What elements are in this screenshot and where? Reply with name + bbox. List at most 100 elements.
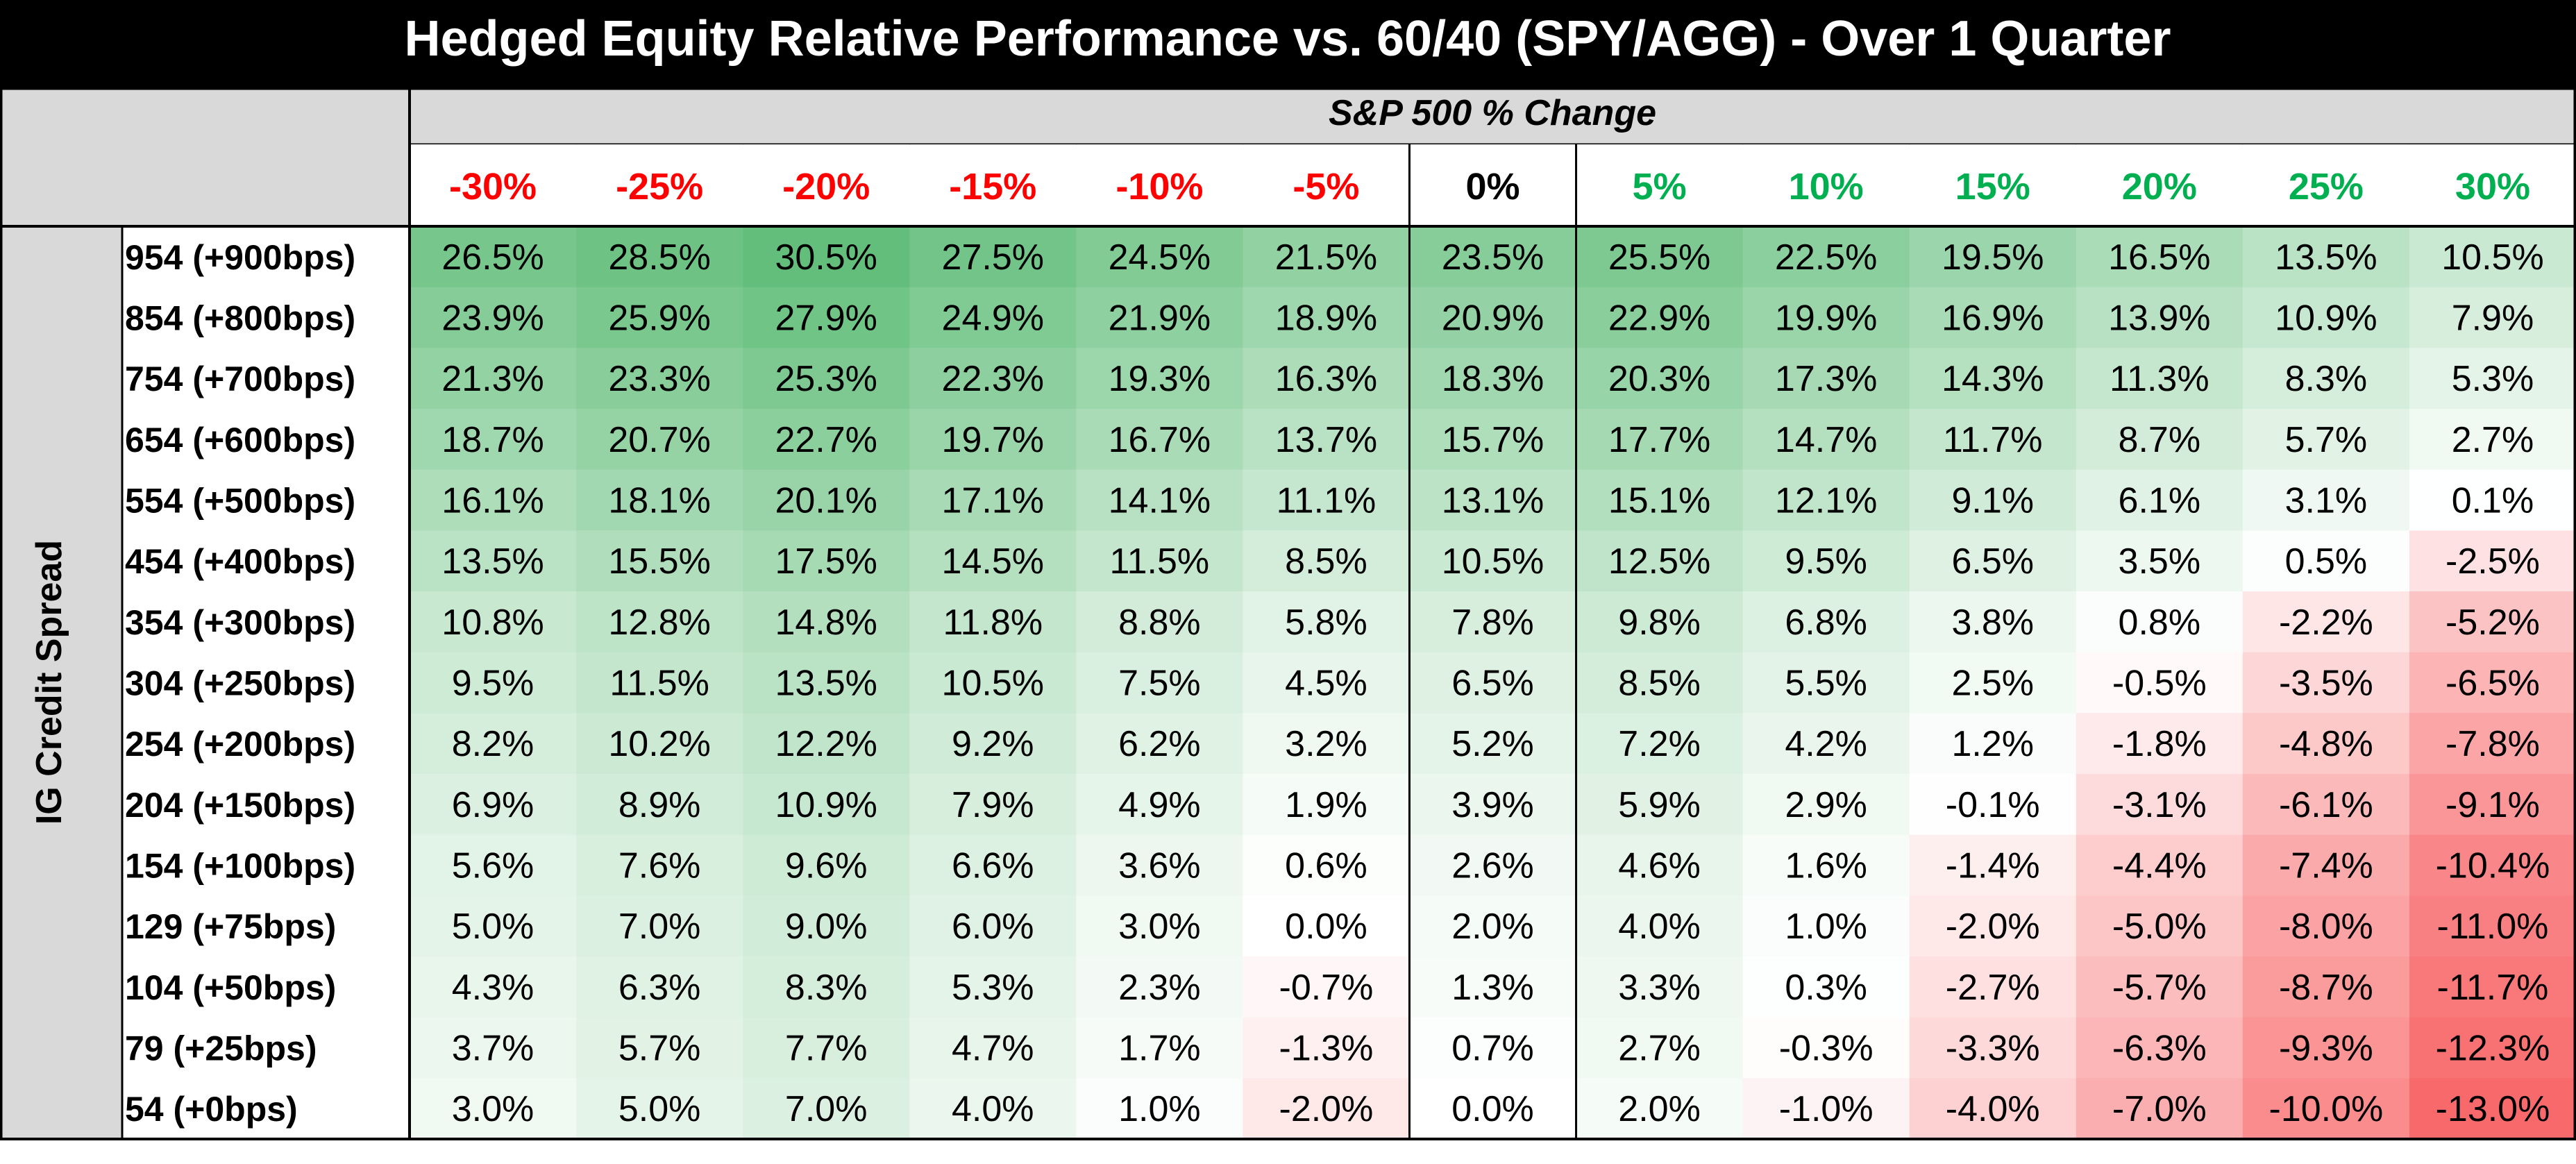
row-header-label: 454 (+400bps) [125, 542, 355, 581]
y-axis-title: IG Credit Spread [29, 540, 69, 825]
row-header-cell [122, 652, 410, 714]
column-header-label: 25% [2289, 166, 2364, 208]
cell-value-label: 1.3% [1451, 968, 1534, 1008]
row-header-cell [122, 713, 410, 774]
cell-value-label: 6.1% [2119, 481, 2201, 521]
cell-value-label: -2.0% [1946, 906, 2040, 947]
heatmap-cell [576, 287, 743, 348]
heatmap-cell [576, 774, 743, 836]
row-header-label: 754 (+700bps) [125, 360, 355, 398]
cell-value-label: 1.9% [1285, 785, 1367, 825]
row-header-cell [122, 1017, 410, 1079]
row-header-label: 204 (+150bps) [125, 786, 355, 825]
heatmap-cell [2409, 530, 2576, 592]
cell-value-label: 16.1% [441, 481, 544, 521]
cell-value-label: 11.8% [943, 602, 1043, 643]
cell-value-label: 16.3% [1275, 359, 1377, 399]
column-header-label: 20% [2122, 166, 2197, 208]
heatmap-cell [2242, 530, 2410, 592]
cell-value-label: 4.0% [952, 1089, 1034, 1129]
column-header-cell [2409, 144, 2576, 226]
cell-value-label: 3.1% [2285, 481, 2368, 521]
heatmap-cell [1909, 591, 2077, 653]
cell-value-label: -9.1% [2445, 785, 2540, 825]
heatmap-cell [1409, 1078, 1577, 1140]
heatmap-cell [743, 226, 910, 288]
cell-value-label: 5.0% [618, 1089, 701, 1129]
heatmap-cell [576, 591, 743, 653]
column-header-cell [743, 144, 910, 226]
cell-value-label: -1.4% [1946, 846, 2040, 886]
heatmap-cell [1742, 1078, 1910, 1140]
heatmap-cell [1576, 774, 1744, 836]
column-header-cell [410, 144, 577, 226]
heatmap-cell [410, 1078, 577, 1140]
heatmap-cell [1909, 713, 2077, 775]
cell-value-label: 10.9% [775, 785, 877, 825]
heatmap-cell [2409, 409, 2576, 471]
cell-value-label: 16.9% [1942, 298, 2044, 339]
cell-value-label: 15.5% [608, 541, 710, 582]
cell-value-label: -10.0% [2269, 1089, 2384, 1129]
cell-value-label: 24.9% [942, 298, 1044, 339]
heatmap-cell [1243, 287, 1411, 348]
heatmap-cell [1243, 1078, 1411, 1140]
cell-value-label: 9.0% [785, 906, 868, 947]
cell-value-label: -11.7% [2437, 968, 2549, 1008]
heatmap-cell [1742, 469, 1910, 531]
heatmap-cell [743, 652, 910, 714]
heatmap-cell [1576, 1078, 1744, 1140]
cell-value-label: 25.5% [1608, 237, 1710, 278]
heatmap-cell [1409, 530, 1577, 592]
heatmap-cell [1576, 409, 1744, 471]
heatmap-cell [410, 1017, 577, 1079]
heatmap-cell [576, 895, 743, 957]
heatmap-cell [1909, 956, 2077, 1018]
heatmap-cell [2076, 956, 2244, 1018]
cell-value-label: 2.3% [1118, 968, 1201, 1008]
cell-value-label: 25.3% [775, 359, 877, 399]
cell-value-label: 21.5% [1275, 237, 1377, 278]
heatmap-cell [410, 591, 577, 653]
heatmap-cell [1409, 287, 1577, 348]
outer-border [0, 0, 2576, 1140]
heatmap-cell [909, 956, 1077, 1018]
cell-value-label: 5.0% [452, 906, 534, 947]
cell-value-label: 25.9% [608, 298, 710, 339]
heatmap-cell [1909, 1078, 2077, 1140]
cell-value-label: -0.1% [1946, 785, 2040, 825]
heatmap-cell [1243, 1017, 1411, 1079]
heatmap-cell [410, 713, 577, 775]
row-header-cell [122, 530, 410, 591]
cell-value-label: -1.0% [1779, 1089, 1874, 1129]
heatmap-cell [2242, 834, 2410, 896]
heatmap-cell [410, 226, 577, 288]
heatmap-cell [1576, 1017, 1744, 1079]
heatmap-cell [1243, 956, 1411, 1018]
cell-value-label: 5.8% [1285, 602, 1367, 643]
heatmap-cell [1742, 713, 1910, 775]
cell-value-label: 20.9% [1442, 298, 1544, 339]
row-header-label: 654 (+600bps) [125, 421, 355, 459]
heatmap-cell [1742, 591, 1910, 653]
heatmap-cell [576, 834, 743, 896]
cell-value-label: 0.1% [2452, 481, 2534, 521]
cell-value-label: 10.5% [942, 664, 1044, 704]
cell-value-label: 19.5% [1942, 237, 2044, 278]
heatmap-cell [1409, 713, 1577, 775]
heatmap-cell [410, 409, 577, 471]
column-header-cell [909, 144, 1077, 226]
heatmap-cell [2409, 652, 2576, 714]
cell-value-label: 7.6% [618, 846, 701, 886]
cell-value-label: -5.7% [2112, 968, 2207, 1008]
cell-value-label: 12.2% [775, 724, 877, 764]
heatmap-cell [2409, 895, 2576, 957]
cell-value-label: -6.3% [2112, 1029, 2207, 1069]
cell-value-label: 11.7% [1943, 420, 2043, 460]
cell-value-label: 6.3% [618, 968, 701, 1008]
cell-value-label: 12.1% [1775, 481, 1877, 521]
heatmap-cell [1576, 834, 1744, 896]
heatmap-cell [1076, 530, 1243, 592]
cell-value-label: 13.5% [2275, 237, 2377, 278]
cell-value-label: 7.0% [785, 1089, 868, 1129]
